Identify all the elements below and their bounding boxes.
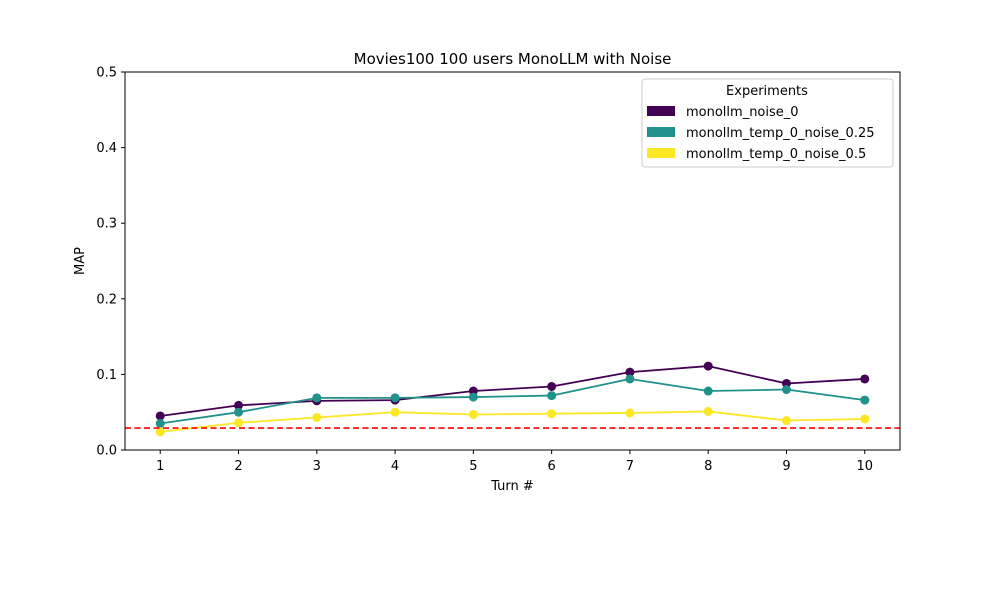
series-0-point-1 [234,400,244,410]
x-tick-label-8: 9 [782,459,790,474]
y-tick-label-0: 0.0 [96,444,117,459]
series-2-point-0 [155,427,165,437]
x-axis-label: Turn # [490,479,534,494]
legend-label-2: monollm_temp_0_noise_0.5 [686,147,866,162]
series-2-point-8 [781,416,791,426]
legend-box [641,78,894,168]
series-1-point-6 [625,374,635,384]
series-2-point-6 [625,408,635,418]
x-tick-label-9: 10 [856,459,873,474]
series-1-point-1 [234,407,244,417]
y-tick-label-5: 0.5 [96,66,117,81]
y-tick-label-1: 0.1 [96,368,117,383]
series-1-point-8 [781,385,791,395]
legend-title: Experiments [726,84,808,99]
x-tick-label-7: 8 [704,459,712,474]
legend-label-1: monollm_temp_0_noise_0.25 [686,126,875,141]
series-1-point-9 [860,395,870,405]
series-0-point-9 [860,374,870,384]
series-2-point-5 [547,409,557,419]
series-2-point-1 [234,418,244,428]
series-line-2 [160,410,865,433]
legend-swatch-0 [647,106,675,116]
x-tick-label-0: 1 [156,459,164,474]
series-line-0 [160,365,865,417]
series-1-point-5 [547,391,557,401]
y-axis-label: MAP [73,247,88,275]
y-tick-label-4: 0.4 [96,141,117,156]
legend-swatch-2 [647,148,675,158]
series-1-point-7 [703,386,713,396]
plot-area: 1 2 3 4 5 6 7 8 9 10 0.0 0.1 0.2 0.3 0.4 0.5 [96,66,901,474]
legend: Experiments monollm_noise_0 monollm_temp… [641,78,894,168]
x-tick-label-2: 3 [313,459,321,474]
chart-title: Movies100 100 users MonoLLM with Noise [354,50,672,68]
legend-swatch-1 [647,127,675,137]
series-1-point-4 [468,392,478,402]
series-2-point-9 [860,414,870,424]
series-2-point-7 [703,406,713,416]
x-tick-label-5: 6 [548,459,556,474]
series-1-point-2 [312,393,322,403]
x-tick-label-3: 4 [391,459,399,474]
series-2-point-4 [468,409,478,419]
series-1-point-0 [155,419,165,429]
series-0-point-0 [155,411,165,421]
y-tick-label-2: 0.2 [96,292,117,307]
y-tick-label-3: 0.3 [96,217,117,232]
series-1-point-3 [390,393,400,403]
series-0-point-5 [547,382,557,391]
x-tick-label-4: 5 [469,459,477,474]
axes-frame [124,71,901,451]
legend-label-0: monollm_noise_0 [686,105,799,120]
series-2-point-3 [390,407,400,417]
x-tick-label-6: 7 [626,459,634,474]
series-line-1 [160,378,865,425]
series-0-point-6 [625,367,635,377]
series-2-point-2 [312,412,322,422]
x-tick-label-1: 2 [234,459,242,474]
series-0-point-7 [703,361,713,371]
